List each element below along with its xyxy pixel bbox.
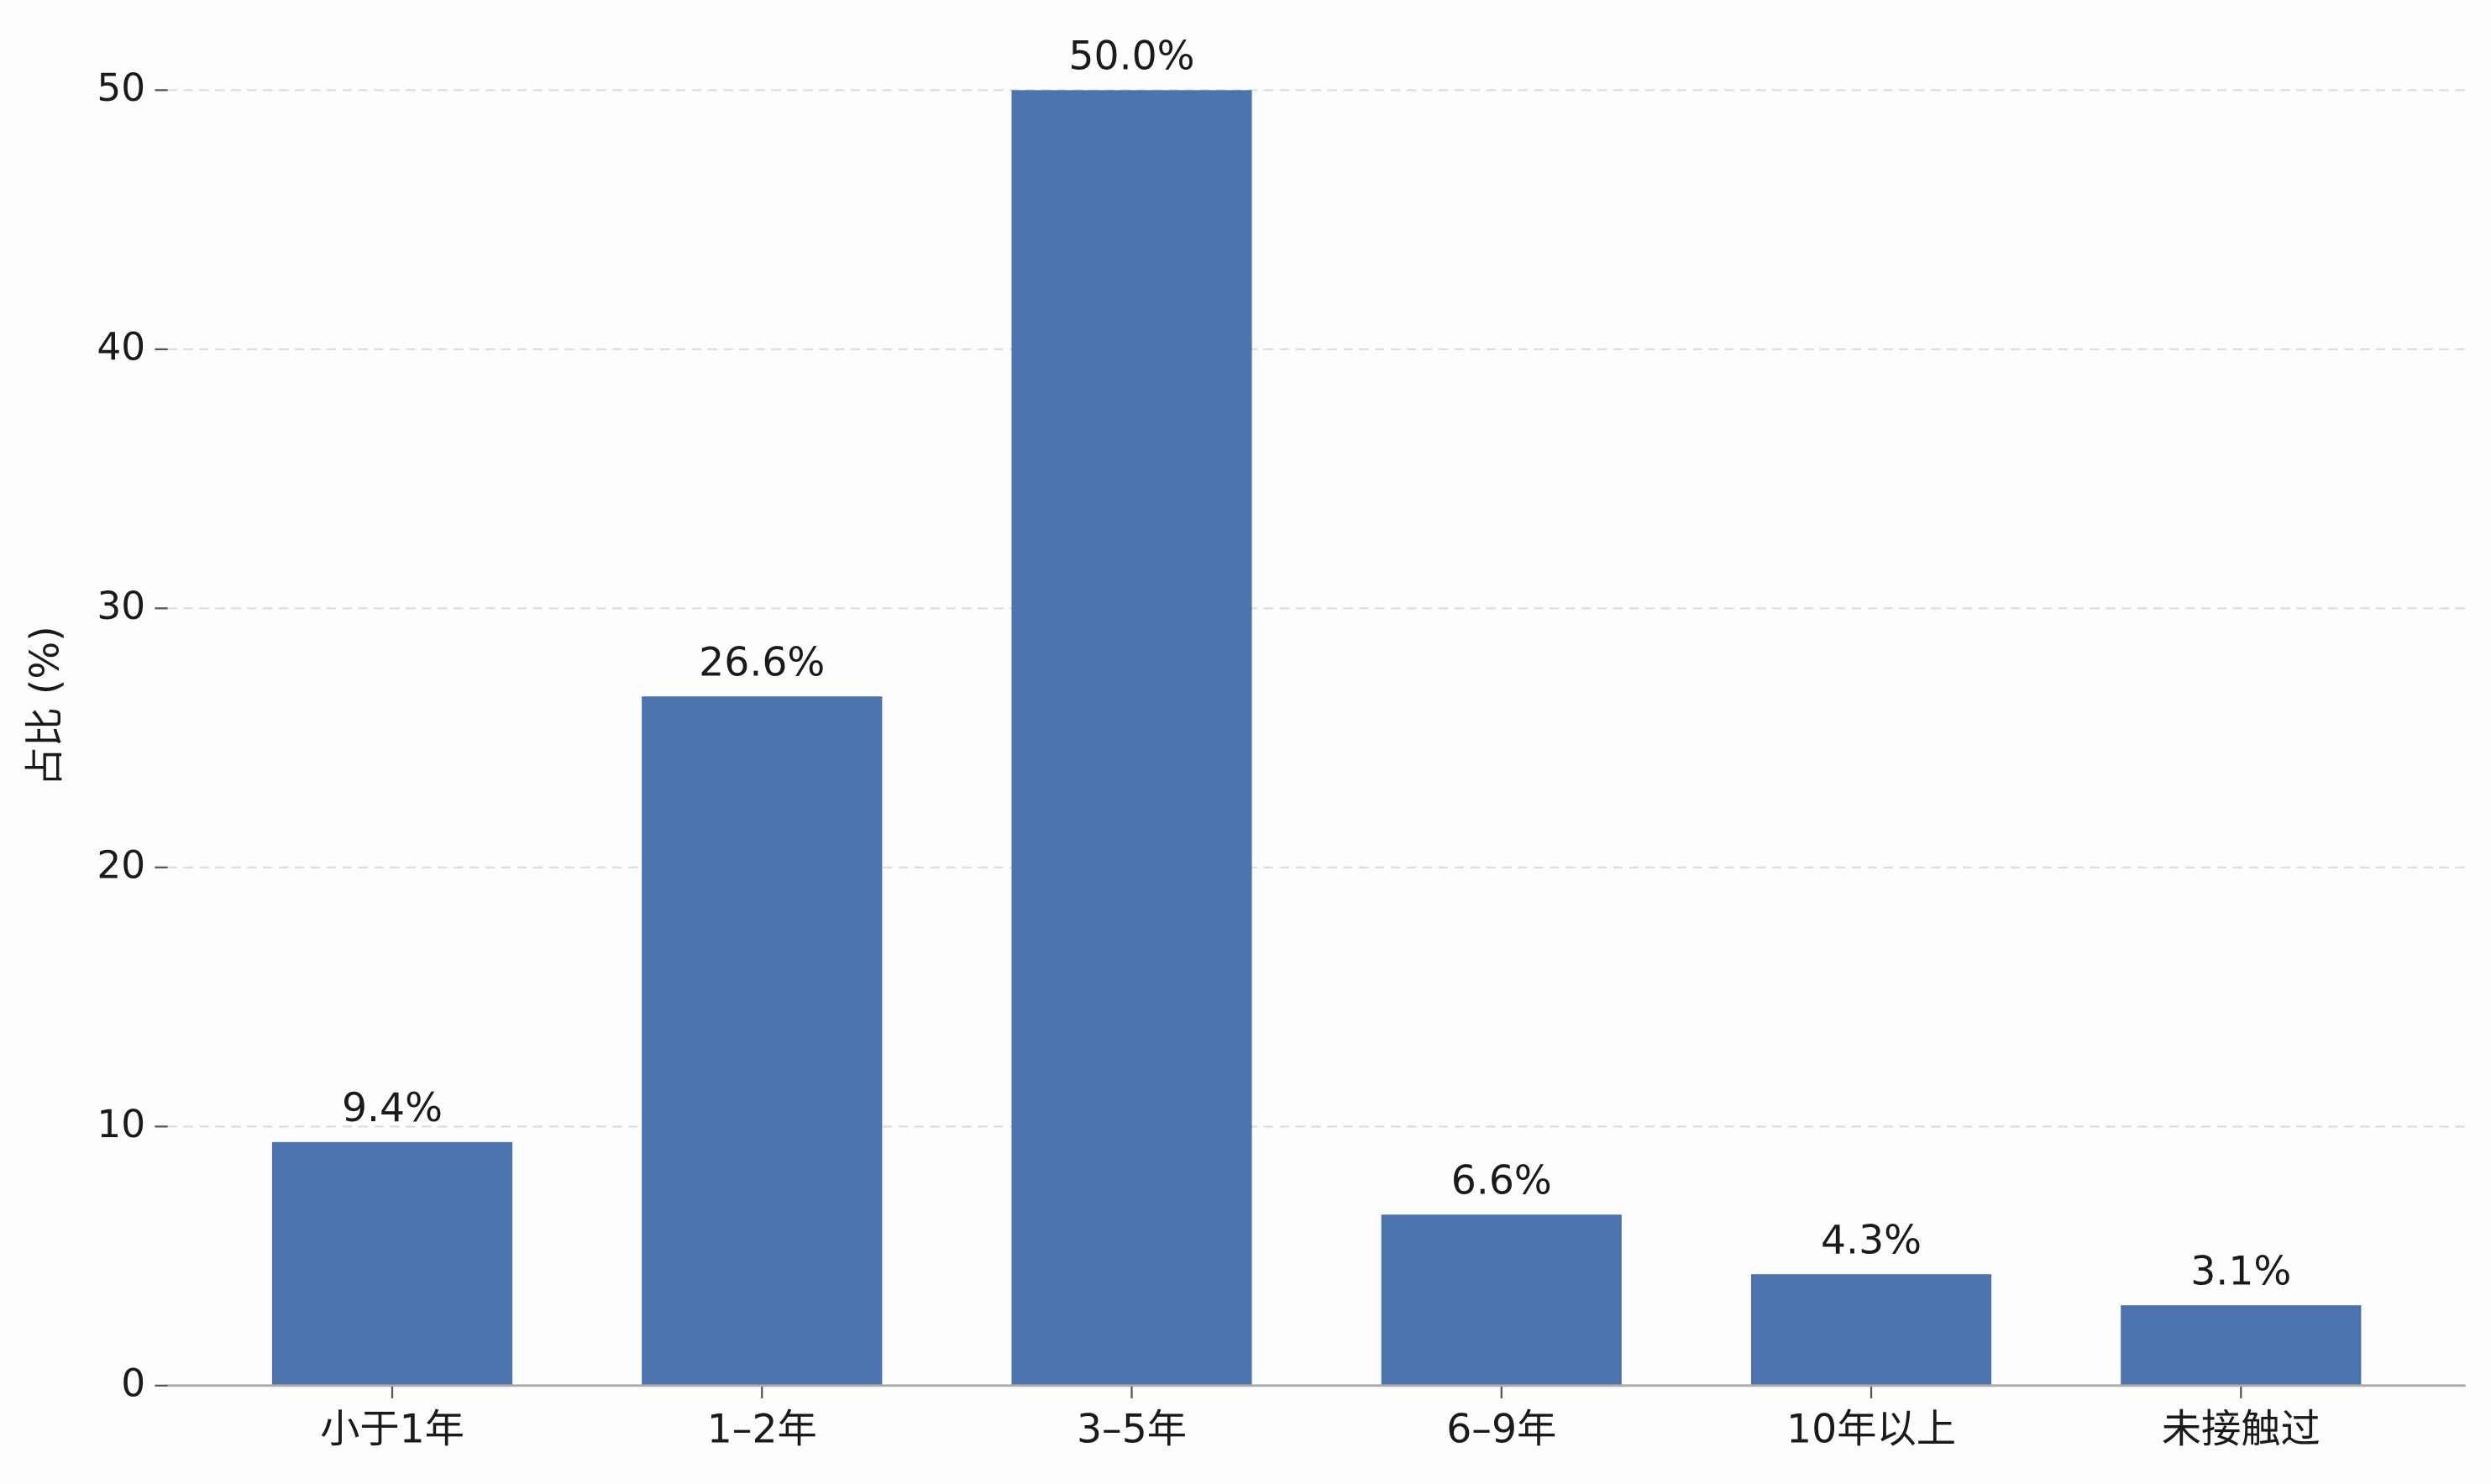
bar [1011,90,1252,1386]
y-tick-label: 0 [121,1361,145,1405]
x-tick-label: 3–5年 [1077,1407,1187,1453]
bar [2121,1305,2362,1386]
y-tick-label: 20 [97,842,145,887]
bar [1750,1274,1992,1386]
y-tick-label: 40 [97,324,145,369]
value-label: 26.6% [699,639,825,685]
x-tick-label: 6–9年 [1446,1407,1556,1453]
value-label: 6.6% [1451,1157,1552,1203]
y-tick-label: 10 [97,1102,145,1146]
y-axis-label: 占比 (%) [23,626,69,786]
value-label: 4.3% [1821,1217,1922,1263]
bar [271,1141,513,1386]
y-tick-label: 50 [97,66,145,110]
value-label: 9.4% [342,1085,443,1131]
bar [1381,1214,1622,1386]
x-tick-label: 1–2年 [707,1407,817,1453]
bar [642,696,883,1386]
x-tick-label: 10年以上 [1786,1407,1956,1453]
y-tick-label: 30 [97,584,145,628]
x-tick-label: 小于1年 [320,1407,464,1453]
x-tick-label: 未接触过 [2162,1407,2321,1453]
value-label: 50.0% [1068,34,1194,80]
value-label: 3.1% [2190,1248,2291,1294]
